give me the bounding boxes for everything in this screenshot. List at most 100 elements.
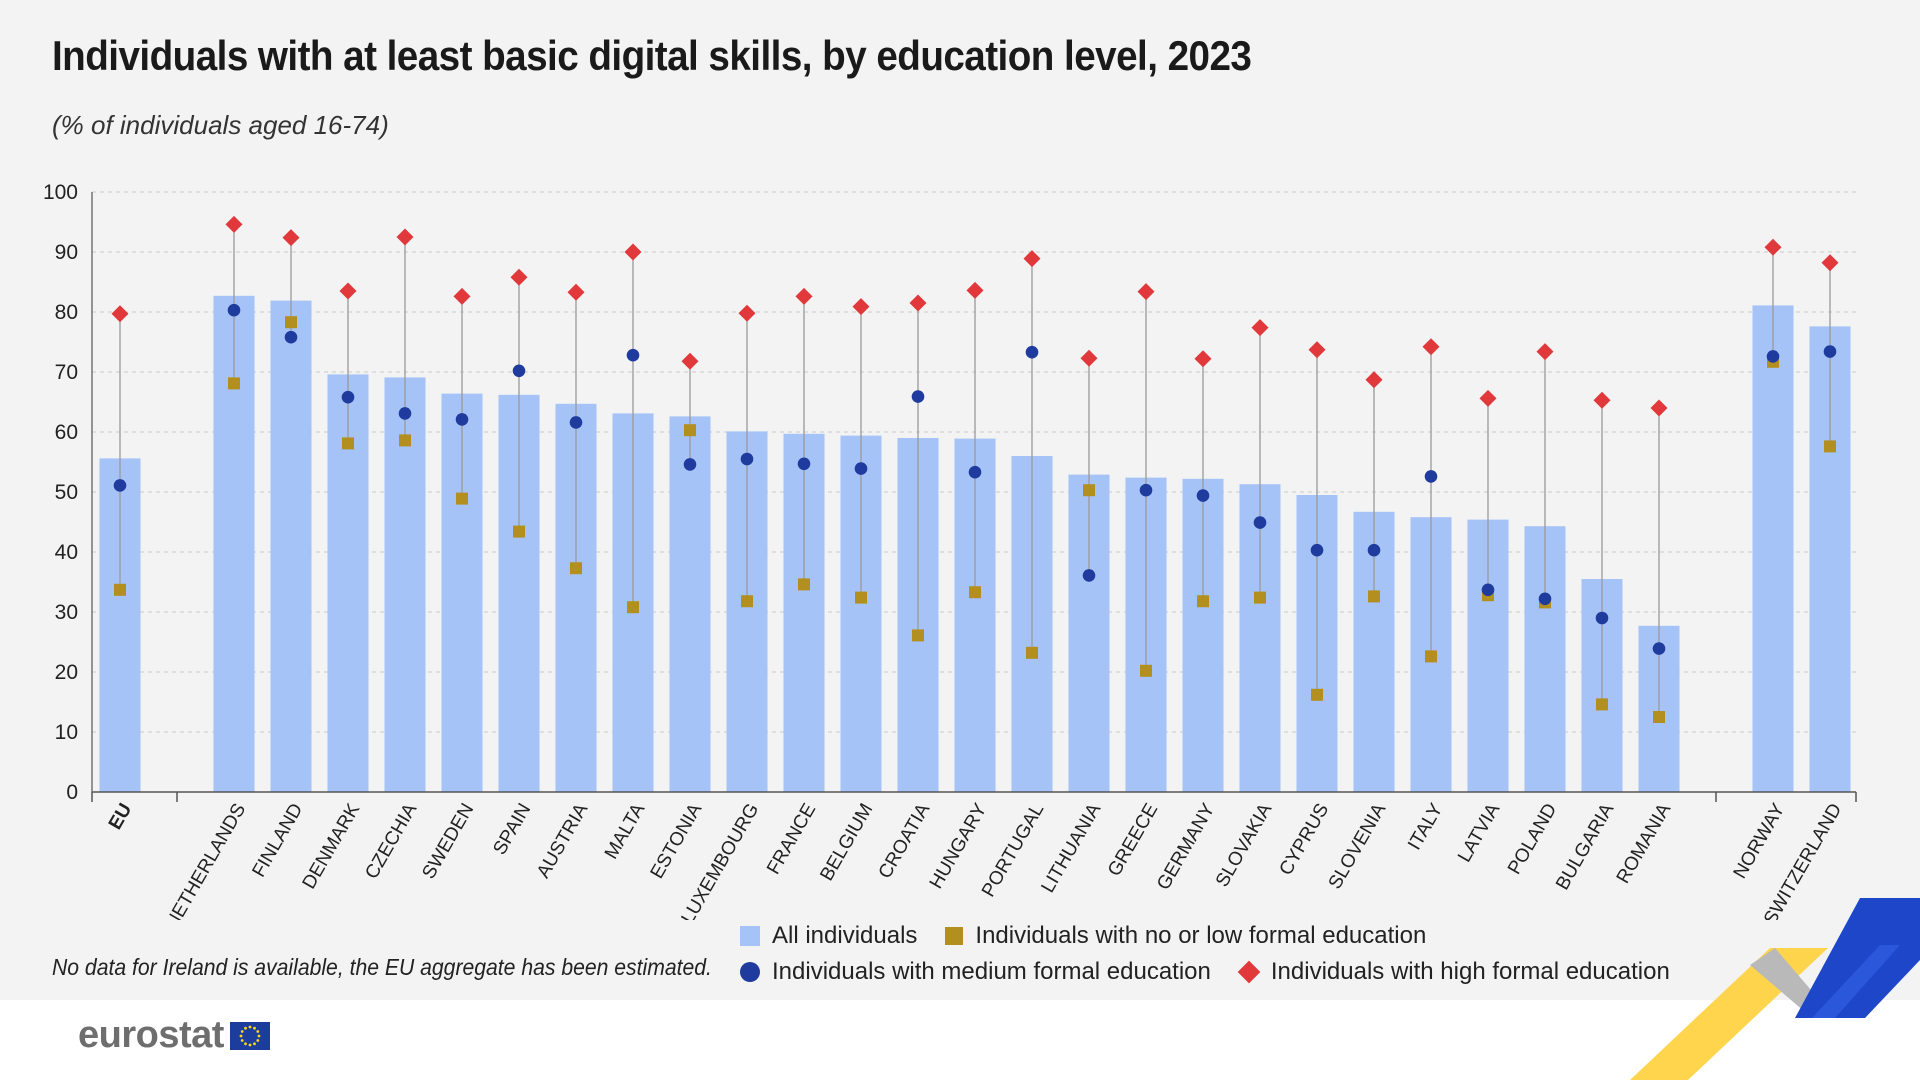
marker-high-latvia: [1479, 389, 1497, 407]
y-tick-label-90: 90: [55, 241, 78, 264]
marker-medium-germany: [1196, 489, 1210, 502]
marker-medium-malta: [626, 348, 640, 362]
x-tick-label-czechia: CZECHIA: [361, 800, 421, 883]
legend-swatch-diamond: [1237, 960, 1261, 984]
x-tick-label-bulgaria: BULGARIA: [1552, 800, 1618, 894]
marker-high-greece: [1137, 283, 1155, 301]
footnote: No data for Ireland is available, the EU…: [52, 954, 712, 980]
x-tick-label-sweden: SWEDEN: [418, 800, 478, 883]
x-tick-label-croatia: CROATIA: [875, 800, 935, 883]
marker-high-belgium: [852, 298, 870, 316]
marker-high-france: [795, 287, 813, 305]
x-tick-label-hungary: HUNGARY: [926, 800, 992, 893]
marker-medium-luxembourg: [740, 452, 754, 466]
x-tick-label-eu: EU: [105, 800, 136, 833]
x-tick-label-latvia: LATVIA: [1454, 800, 1504, 866]
x-tick-label-poland: POLAND: [1504, 800, 1561, 878]
x-tick-label-netherlands: NETHERLANDS: [161, 800, 250, 920]
x-tick-label-spain: SPAIN: [489, 800, 535, 859]
x-axis-labels: EU NETHERLANDSFINLANDDENMARKCZECHIASWEDEN…: [105, 800, 1846, 920]
marker-low-belgium: [855, 591, 867, 604]
marker-high-malta: [624, 243, 642, 261]
marker-low-czechia: [399, 434, 411, 447]
marker-low-hungary: [969, 586, 981, 599]
marker-low-denmark: [342, 437, 354, 450]
x-tick-label-finland: FINLAND: [248, 800, 307, 881]
marker-high-cyprus: [1308, 341, 1326, 359]
marker-low-croatia: [912, 629, 924, 642]
y-tick-label-70: 70: [55, 361, 78, 384]
eurostat-logo: eurostat: [78, 1014, 270, 1057]
marker-medium-netherlands: [227, 303, 241, 317]
y-tick-label-20: 20: [55, 661, 78, 684]
marker-high-lithuania: [1080, 349, 1098, 367]
x-tick-label-austria: AUSTRIA: [533, 800, 593, 882]
x-tick-label-slovenia: SLOVENIA: [1325, 800, 1391, 893]
marker-high-czechia: [396, 228, 414, 246]
marker-low-france: [798, 578, 810, 591]
marker-medium-portugal: [1025, 345, 1039, 359]
legend: All individuals Individuals with no or l…: [740, 918, 1670, 990]
legend-swatch-circle: [740, 962, 760, 982]
bar-estonia: [669, 416, 711, 792]
marker-medium-lithuania: [1082, 569, 1096, 582]
y-tick-label-50: 50: [55, 481, 78, 504]
marker-low-romania: [1653, 711, 1665, 723]
marker-low-switzerland: [1824, 440, 1836, 453]
y-axis-ticks: 0 10 20 30 40 50 60 70 80 90 100: [43, 181, 78, 804]
marker-high-finland: [282, 229, 300, 247]
marker-medium-hungary: [968, 465, 982, 479]
marker-medium-greece: [1139, 483, 1153, 497]
marker-high-bulgaria: [1593, 391, 1611, 409]
marker-medium-france: [797, 457, 811, 471]
marker-medium-bulgaria: [1595, 611, 1609, 625]
y-tick-label-40: 40: [55, 541, 78, 564]
marker-high-austria: [567, 283, 585, 301]
x-tick-label-belgium: BELGIUM: [816, 800, 877, 885]
marker-medium-switzerland: [1823, 345, 1837, 358]
marker-medium-poland: [1538, 592, 1552, 606]
marker-high-portugal: [1023, 250, 1041, 268]
marker-high-italy: [1422, 338, 1440, 356]
marker-medium-austria: [569, 416, 583, 429]
legend-item-high: Individuals with high formal education: [1237, 958, 1670, 986]
marker-medium-sweden: [455, 413, 469, 426]
x-tick-label-germany: GERMANY: [1153, 800, 1219, 894]
x-tick-label-greece: GREECE: [1104, 800, 1162, 880]
marker-medium-slovakia: [1253, 516, 1267, 529]
marker-low-greece: [1140, 664, 1152, 677]
marker-low-portugal: [1026, 646, 1038, 659]
x-tick-label-denmark: DENMARK: [299, 800, 365, 893]
axes: [91, 192, 1857, 802]
marker-high-eu: [111, 305, 129, 323]
x-tick-label-slovakia: SLOVAKIA: [1212, 800, 1277, 891]
marker-high-luxembourg: [738, 304, 756, 322]
marker-medium-finland: [284, 330, 298, 344]
marker-low-bulgaria: [1596, 698, 1608, 711]
x-tick-label-france: FRANCE: [763, 800, 820, 878]
marker-medium-denmark: [341, 390, 355, 404]
marker-high-spain: [510, 268, 528, 286]
marker-medium-spain: [512, 364, 526, 378]
legend-row-2: Individuals with medium formal education…: [740, 954, 1670, 990]
bar-czechia: [384, 377, 426, 792]
marker-medium-estonia: [683, 458, 697, 471]
y-tick-label-10: 10: [55, 721, 78, 744]
chart-title: Individuals with at least basic digital …: [52, 32, 1252, 79]
marker-low-slovenia: [1368, 590, 1380, 603]
marker-medium-croatia: [911, 390, 925, 403]
marker-high-croatia: [909, 294, 927, 312]
x-tick-label-italy: ITALY: [1404, 800, 1447, 854]
y-tick-label-100: 100: [43, 181, 78, 204]
marker-medium-latvia: [1481, 583, 1495, 597]
legend-item-low: Individuals with no or low formal educat…: [945, 922, 1426, 950]
y-tick-label-80: 80: [55, 301, 78, 324]
marker-high-switzerland: [1821, 254, 1839, 272]
marker-low-germany: [1197, 595, 1209, 608]
bar-finland: [270, 300, 312, 792]
marker-low-estonia: [684, 424, 696, 437]
marker-high-germany: [1194, 350, 1212, 368]
y-tick-label-30: 30: [55, 601, 78, 624]
bar-norway: [1752, 305, 1794, 792]
legend-swatch-bar: [740, 926, 760, 946]
